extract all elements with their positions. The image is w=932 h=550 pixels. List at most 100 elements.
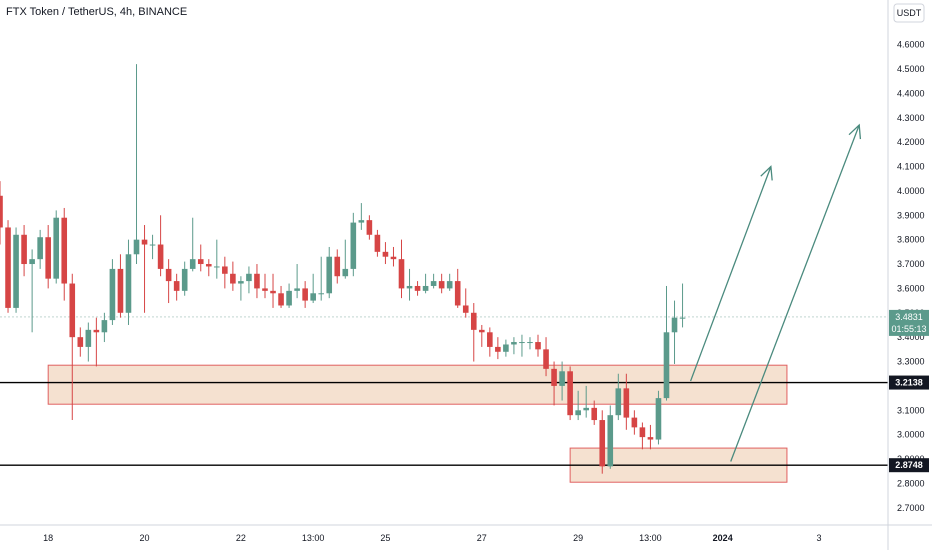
x-tick-5: 27 [477,533,487,543]
y-tick-16: 3.0000 [897,430,925,440]
candle-31 [246,266,252,294]
candle-82 [655,390,662,445]
level-badge-0 [889,375,929,390]
candle-43 [342,239,349,279]
candle-84 [671,300,678,364]
candle-34 [270,273,276,308]
candle-75 [599,410,606,474]
candle-46 [366,215,373,240]
y-tick-12: 3.4000 [897,332,925,342]
x-tick-9: 3 [817,533,822,543]
x-tick-3: 13:00 [302,533,325,543]
y-tick-7: 3.9000 [897,210,925,220]
candle-58 [462,288,469,318]
candle-79 [631,410,638,435]
candle-37 [294,264,300,299]
candle-85 [679,283,686,328]
level-label-1: 2.8748 [895,460,923,470]
candle-48 [382,242,389,265]
y-tick-6: 4.0000 [897,186,925,196]
current-price-label: 3.4831 [895,312,923,322]
candle-47 [374,229,381,257]
candle-70 [559,361,565,401]
candle-14 [109,259,116,325]
candle-17 [133,64,140,265]
candle-68 [543,337,549,377]
candle-41 [326,246,333,299]
levels-layer [0,381,888,466]
candle-9 [69,273,76,421]
candle-78 [623,373,630,430]
candle-20 [157,215,164,277]
candle-26 [205,259,212,277]
candle-69 [551,361,557,406]
candle-12 [93,317,100,367]
candle-44 [350,212,357,277]
candle-49 [390,246,397,267]
candle-76 [607,405,614,469]
x-tick-2: 22 [236,533,246,543]
level-label-0: 3.2138 [895,378,923,388]
candle-54 [430,273,437,289]
candle-24 [189,217,196,272]
candle-18 [141,225,148,313]
candle-40 [318,256,324,301]
candle-45 [358,203,365,230]
candle-27 [214,239,220,279]
y-tick-3: 4.3000 [897,113,925,123]
candle-29 [230,261,236,291]
currency-badge [893,3,925,23]
candles-layer [0,64,686,474]
candle-52 [414,281,421,296]
current-price-badge [889,309,929,336]
candle-81 [647,424,654,450]
candle-66 [527,337,533,350]
candle-80 [639,422,646,450]
y-tick-5: 4.1000 [897,162,925,172]
candle-55 [438,273,445,294]
candle-74 [591,400,598,425]
candle-71 [567,366,573,421]
x-tick-0: 18 [43,533,53,543]
candle-50 [398,239,405,299]
candle-65 [519,334,525,357]
candle-16 [125,239,132,325]
candle-2 [13,227,19,313]
candle-10 [77,327,84,357]
countdown-label: 01:55:13 [891,324,926,334]
candle-30 [238,276,244,301]
candle-5 [37,229,43,269]
y-tick-19: 2.7000 [897,503,925,513]
candle-13 [101,312,108,343]
candle-7 [53,210,60,284]
candle-36 [286,283,292,308]
y-tick-15: 3.1000 [897,405,925,415]
y-tick-1: 4.5000 [897,64,925,74]
x-tick-6: 29 [573,533,583,543]
y-tick-13: 3.3000 [897,357,925,367]
candle-59 [470,303,477,362]
candle-6 [45,225,51,289]
candle-25 [197,244,204,272]
x-tick-4: 25 [380,533,390,543]
candle-63 [503,339,509,357]
y-tick-9: 3.7000 [897,259,925,269]
arrows-layer [689,123,862,462]
candle-61 [487,327,493,357]
candle-15 [117,254,124,318]
candle-39 [310,273,316,304]
y-tick-0: 4.6000 [897,40,925,50]
x-tick-7: 13:00 [639,533,662,543]
y-tick-4: 4.2000 [897,137,925,147]
candle-0 [0,181,3,245]
candle-28 [222,256,228,289]
candle-21 [165,259,172,304]
level-badge-1 [889,458,929,473]
price-axis: 4.6000 4.5000 4.4000 4.3000 4.2000 4.1000 4.00… [897,40,925,513]
candle-72 [575,390,581,421]
candle-32 [254,264,260,299]
candle-83 [663,285,670,401]
y-tick-2: 4.4000 [897,88,925,98]
time-axis: 18 20 22 13:00 25 27 29 13:00 2024 3 [43,533,821,543]
